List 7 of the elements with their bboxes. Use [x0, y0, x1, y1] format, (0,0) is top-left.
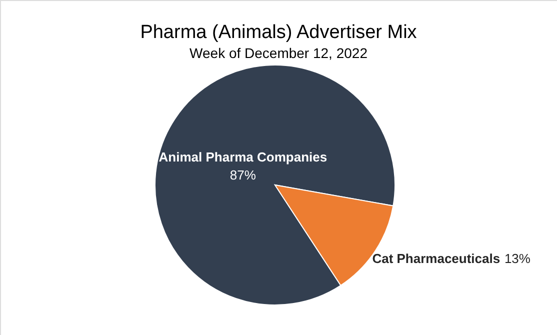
chart-subtitle: Week of December 12, 2022 — [190, 45, 368, 61]
slice-label: Cat Pharmaceuticals — [372, 250, 500, 266]
chart-title: Pharma (Animals) Advertiser Mix — [140, 22, 418, 43]
pie-slice — [154, 64, 396, 306]
slice-label: Animal Pharma Companies — [158, 149, 328, 164]
data-label: 87% — [230, 167, 256, 182]
data-label: 13% — [504, 250, 531, 266]
